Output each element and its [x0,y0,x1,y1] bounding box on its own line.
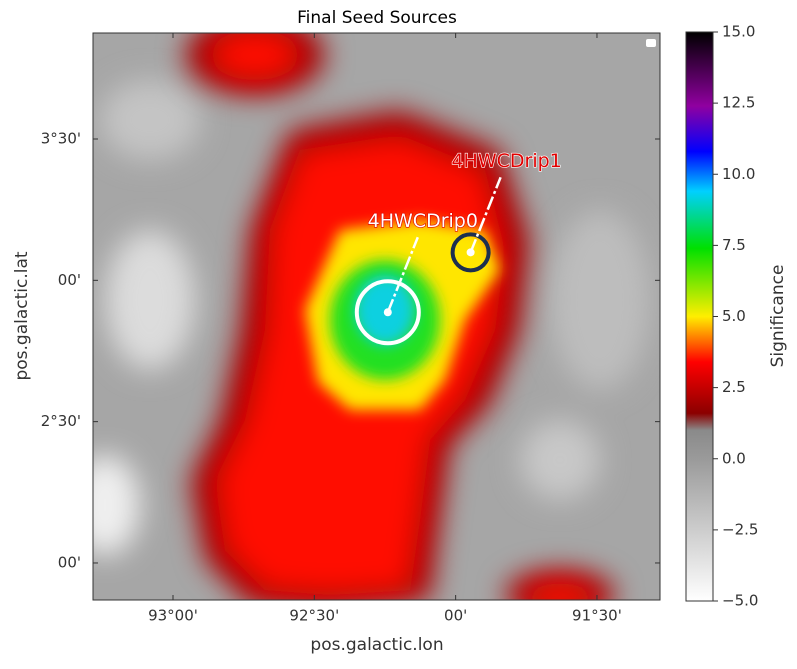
source-circle [354,279,421,346]
source-label: 4HWCDrip0 [368,210,478,232]
colorbar-tick-label: 0.0 [722,449,746,467]
colorbar-tick-label: 10.0 [722,165,755,183]
source-circle [450,232,491,273]
y-tick-label: 2°30' [41,412,81,430]
x-tick-label: 00' [444,607,467,625]
y-tick-label: 00' [58,271,81,289]
y-tick-label: 00' [58,553,81,571]
source-label: 4HWCDrip1 [451,150,561,172]
y-tick-label: 3°30' [41,129,81,147]
x-tick-label: 91°30' [572,607,622,625]
source-pointer [469,176,502,253]
chart-title: Final Seed Sources [297,8,457,28]
source-pointer [386,236,419,313]
colorbar [685,31,714,602]
colorbar-tick-label: 15.0 [722,23,755,41]
source-point [466,248,475,257]
colorbar-tick-label: −2.5 [722,520,758,538]
x-tick-label: 93°00' [148,607,198,625]
x-axis-label: pos.galactic.lon [310,635,443,655]
colorbar-tick-label: 7.5 [722,236,746,254]
colorbar-label: Significance [768,265,788,368]
x-tick-label: 92°30' [289,607,339,625]
legend [646,39,656,47]
colorbar-tick-label: 2.5 [722,378,746,396]
plot-frame [92,32,661,601]
colorbar-tick-label: 12.5 [722,94,755,112]
colorbar-tick-label: 5.0 [722,307,746,325]
y-axis-label: pos.galactic.lat [12,251,32,380]
source-point [383,308,392,317]
colorbar-tick-label: −5.0 [722,592,758,610]
sky-map [93,33,660,600]
